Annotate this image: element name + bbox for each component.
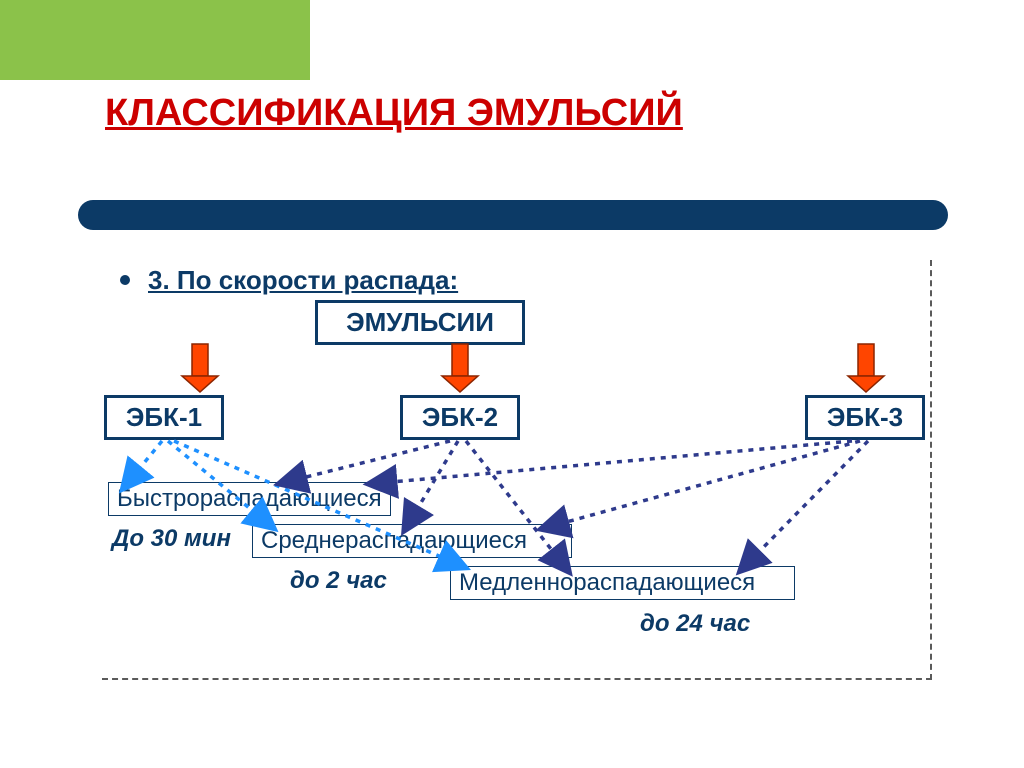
section-heading: 3. По скорости распада:: [148, 265, 458, 296]
medium-box: Среднераспадающиеся: [252, 524, 572, 558]
accent-block: [0, 0, 310, 80]
fast-box: Быстрораспадающиеся: [108, 482, 391, 516]
divider-pill: [78, 200, 948, 230]
node-ebk1: ЭБК-1: [104, 395, 224, 440]
root-node: ЭМУЛЬСИИ: [315, 300, 525, 345]
medium-time: до 2 час: [290, 567, 387, 595]
node-ebk2: ЭБК-2: [400, 395, 520, 440]
node-ebk3: ЭБК-3: [805, 395, 925, 440]
slow-time: до 24 час: [640, 610, 750, 638]
slow-box: Медленнораспадающиеся: [450, 566, 795, 600]
bullet-icon: [120, 275, 130, 285]
slide-title: КЛАССИФИКАЦИЯ ЭМУЛЬСИЙ: [105, 92, 683, 136]
fast-time: До 30 мин: [112, 525, 231, 553]
